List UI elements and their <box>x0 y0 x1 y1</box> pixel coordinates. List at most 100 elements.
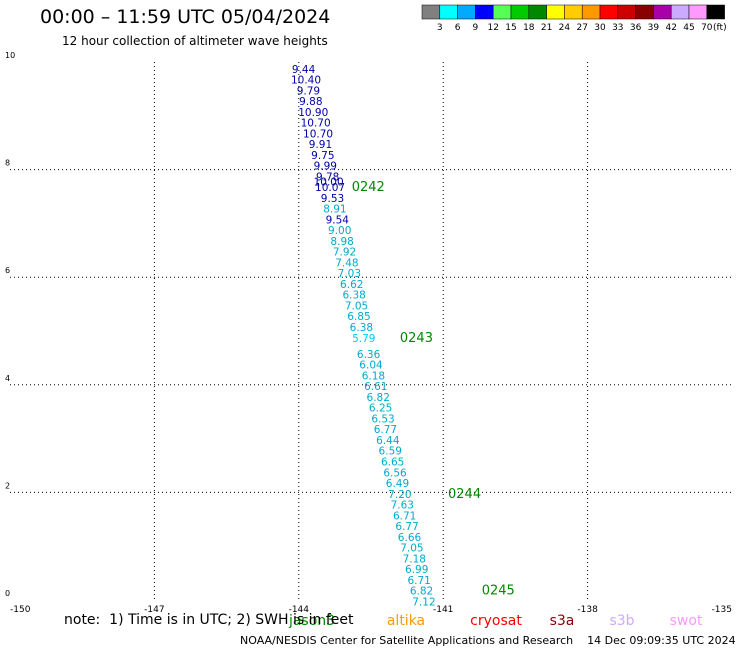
data-point-label: 5.79 <box>352 333 375 345</box>
data-point-label: 6.77 <box>395 521 418 533</box>
data-point-label: 9.99 <box>314 161 337 173</box>
legend-swatch <box>492 4 512 20</box>
satellite-legend-s3b: s3b <box>609 613 634 629</box>
data-point-label: 9.54 <box>326 214 350 226</box>
x-tick-label: -138 <box>577 605 598 615</box>
data-point-label: 10.70 <box>303 128 333 140</box>
data-point-label: 6.36 <box>357 349 381 361</box>
y-tick-label: 2 <box>5 481 10 490</box>
legend-label: 33 <box>612 23 623 33</box>
x-tick-label: -144 <box>289 605 310 615</box>
satellite-legend-swot: swot <box>670 613 703 629</box>
data-point-label: 9.79 <box>297 85 320 97</box>
legend-swatch <box>617 4 636 20</box>
time-label: 0243 <box>400 331 433 346</box>
legend-label: 39 <box>648 23 660 33</box>
data-point-label: 9.91 <box>309 139 332 151</box>
data-point-label: 8.91 <box>323 204 346 216</box>
satellite-legend-jason3: jason3 <box>288 613 335 629</box>
time-label: 0244 <box>448 487 481 502</box>
data-point-label: 6.99 <box>405 564 428 576</box>
data-point-label: 7.92 <box>333 247 356 259</box>
data-point-label: 9.53 <box>321 193 344 205</box>
data-point-label: 7.03 <box>338 268 361 280</box>
legend-label: 9 <box>473 23 479 33</box>
time-label: 0245 <box>482 584 515 599</box>
data-point-label: 6.71 <box>407 575 430 587</box>
legend-label: 36 <box>630 23 642 33</box>
legend-swatch <box>635 4 654 20</box>
data-point-label: 9.88 <box>299 96 322 108</box>
legend-label: 24 <box>559 23 571 33</box>
satellite-legend-altika: altika <box>387 613 425 629</box>
data-point-label: 7.63 <box>391 500 414 512</box>
data-point-label: 6.04 <box>359 360 383 372</box>
data-point-label: 6.62 <box>340 279 363 291</box>
y-tick-label: 0 <box>5 589 10 598</box>
chart-subtitle: 12 hour collection of altimeter wave hei… <box>62 34 328 48</box>
data-point-label: 8.98 <box>330 236 353 248</box>
data-point-label: 6.85 <box>347 311 370 323</box>
legend-swatch <box>653 4 672 20</box>
data-point-label: 6.59 <box>379 446 402 458</box>
data-point-label: 6.44 <box>376 435 400 447</box>
legend-swatch <box>581 4 601 20</box>
data-point-label: 6.61 <box>364 381 387 393</box>
legend-swatch <box>688 4 708 20</box>
data-point-label: 10.70 <box>301 118 331 130</box>
data-point-label: 6.38 <box>350 322 373 334</box>
chart-title: 00:00 – 11:59 UTC 05/04/2024 <box>40 6 331 28</box>
data-point-label: 10.07 <box>315 182 345 194</box>
footer-credit: NOAA/NESDIS Center for Satellite Applica… <box>240 634 736 647</box>
x-tick-label: -147 <box>144 605 164 615</box>
legend-label: 3 <box>437 23 443 33</box>
data-point-label: 9.44 <box>292 64 316 76</box>
data-point-label: 6.66 <box>398 532 422 544</box>
data-point-label: 6.71 <box>393 510 416 522</box>
x-tick-label: -150 <box>10 605 31 615</box>
time-label: 0242 <box>352 180 385 195</box>
data-point-label: 6.49 <box>386 478 409 490</box>
legend-swatch <box>475 4 494 20</box>
data-point-label: 7.12 <box>412 596 435 608</box>
y-tick-label: 4 <box>5 374 10 383</box>
data-point-label: 10.00 <box>314 177 344 189</box>
legend-label: 12 <box>487 23 498 33</box>
legend-swatch <box>706 4 725 20</box>
legend-swatch <box>510 4 530 20</box>
y-tick-label: 6 <box>5 266 10 275</box>
data-point-label: 6.77 <box>374 424 397 436</box>
satellite-legend-s3a: s3a <box>550 613 575 629</box>
data-point-label: 7.20 <box>388 489 411 501</box>
legend-swatch <box>439 4 458 20</box>
legend-label: 45 <box>683 23 694 33</box>
legend-swatch <box>564 4 583 20</box>
data-point-label: 7.05 <box>345 300 368 312</box>
legend-swatch <box>421 4 441 20</box>
legend-label: 21 <box>541 23 552 33</box>
data-point-label: 10.90 <box>298 107 328 119</box>
legend-label: (ft) <box>713 23 727 33</box>
data-point-label: 6.82 <box>367 392 390 404</box>
legend-swatch <box>457 4 476 20</box>
data-point-label: 6.25 <box>369 403 392 415</box>
x-tick-label: -135 <box>712 605 732 615</box>
data-point-label: 6.18 <box>362 370 385 382</box>
legend-label: 18 <box>523 23 535 33</box>
data-point-label: 7.48 <box>335 257 358 269</box>
legend-label: 15 <box>505 23 516 33</box>
data-point-label: 6.38 <box>342 290 365 302</box>
data-point-label: 6.56 <box>383 467 407 479</box>
legend-label: 42 <box>665 23 676 33</box>
satellite-legend-cryosat: cryosat <box>470 613 522 629</box>
data-point-label: 10.40 <box>291 75 321 87</box>
legend-label: 27 <box>576 23 587 33</box>
legend-label: 30 <box>594 23 606 33</box>
footer-note: note: 1) Time is in UTC; 2) SWH is in fe… <box>64 612 354 628</box>
legend-label: 6 <box>455 23 461 33</box>
data-point-label: 6.82 <box>410 586 433 598</box>
legend-label: 70 <box>701 23 713 33</box>
data-point-label: 9.00 <box>328 225 351 237</box>
legend-swatch <box>528 4 547 20</box>
